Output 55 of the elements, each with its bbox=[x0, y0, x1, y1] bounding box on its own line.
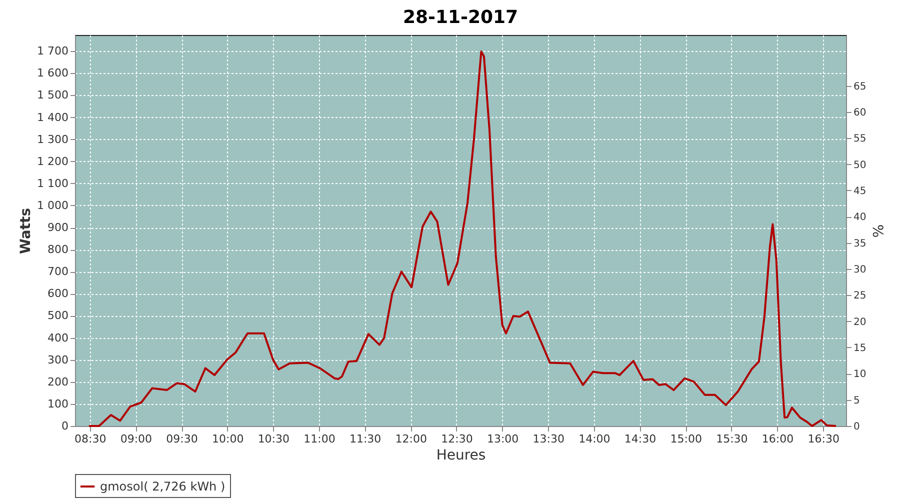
x-tick-label: 15:30 bbox=[716, 432, 748, 446]
x-tick-label: 10:00 bbox=[212, 432, 244, 446]
y-tick-label: 900 bbox=[48, 221, 68, 234]
x-tick-label: 15:00 bbox=[670, 432, 702, 446]
y-tick-label: 1 000 bbox=[37, 198, 68, 212]
y2-tick-label: 45 bbox=[854, 186, 866, 197]
y-tick-label: 500 bbox=[48, 309, 68, 322]
y2-tick-label: 20 bbox=[854, 316, 866, 328]
y2-tick-label: 60 bbox=[854, 107, 866, 118]
x-tick-label: 12:30 bbox=[441, 432, 473, 446]
y2-tick-label: 55 bbox=[854, 134, 866, 145]
x-tick-label: 08:30 bbox=[74, 432, 106, 446]
y-tick-label: 600 bbox=[48, 287, 68, 300]
y2-tick-label: 65 bbox=[854, 81, 866, 92]
y-tick-label: 1 300 bbox=[37, 132, 68, 146]
y-tick-label: 0 bbox=[62, 420, 68, 432]
y2-tick-label: 40 bbox=[854, 212, 866, 224]
y-tick-label: 300 bbox=[48, 353, 68, 366]
x-tick-label: 09:30 bbox=[166, 432, 198, 446]
x-tick-label: 13:30 bbox=[532, 432, 564, 446]
x-tick-label: 14:00 bbox=[578, 432, 610, 446]
y2-axis-title: % bbox=[869, 224, 886, 238]
x-axis-title: Heures bbox=[436, 448, 486, 464]
y2-tick-label: 25 bbox=[854, 290, 866, 302]
y2-tick-label: 0 bbox=[854, 422, 860, 432]
y2-tick-label: 15 bbox=[854, 342, 866, 354]
y-tick-label: 1 500 bbox=[37, 88, 68, 102]
x-tick-label: 10:30 bbox=[258, 432, 290, 446]
y-tick-label: 1 700 bbox=[37, 44, 68, 58]
x-tick-label: 11:30 bbox=[349, 432, 382, 446]
x-tick-label: 14:30 bbox=[624, 432, 656, 446]
x-tick-label: 11:00 bbox=[304, 432, 336, 446]
y-tick-label: 1 200 bbox=[37, 154, 68, 168]
y-tick-label: 700 bbox=[48, 265, 68, 278]
line-series bbox=[88, 50, 837, 427]
chart-title: 28-11-2017 bbox=[402, 7, 518, 28]
y-tick-label: 200 bbox=[48, 375, 68, 388]
x-tick-label: 09:00 bbox=[120, 432, 152, 446]
y2-tick-label: 50 bbox=[854, 160, 866, 171]
y-tick-label: 400 bbox=[48, 331, 68, 344]
y-tick-label: 800 bbox=[48, 243, 68, 256]
y2-tick-label: 35 bbox=[854, 238, 866, 250]
y-tick-label: 1 400 bbox=[37, 110, 68, 124]
legend-label: gmosol( 2,726 kWh ) bbox=[100, 480, 226, 494]
x-tick-label: 13:00 bbox=[486, 432, 519, 446]
x-tick-label: 16:30 bbox=[808, 432, 840, 446]
y-tick-label: 100 bbox=[48, 397, 68, 410]
y-tick-label: 1 600 bbox=[37, 66, 68, 80]
y2-tick-label: 10 bbox=[854, 369, 866, 380]
y2-tick-label: 30 bbox=[854, 264, 866, 276]
y-axis-title: Watts bbox=[18, 208, 34, 254]
x-tick-label: 12:00 bbox=[395, 432, 427, 446]
x-tick-label: 16:00 bbox=[762, 432, 794, 446]
y-tick-label: 1 100 bbox=[37, 176, 68, 190]
y2-tick-label: 5 bbox=[854, 395, 860, 406]
